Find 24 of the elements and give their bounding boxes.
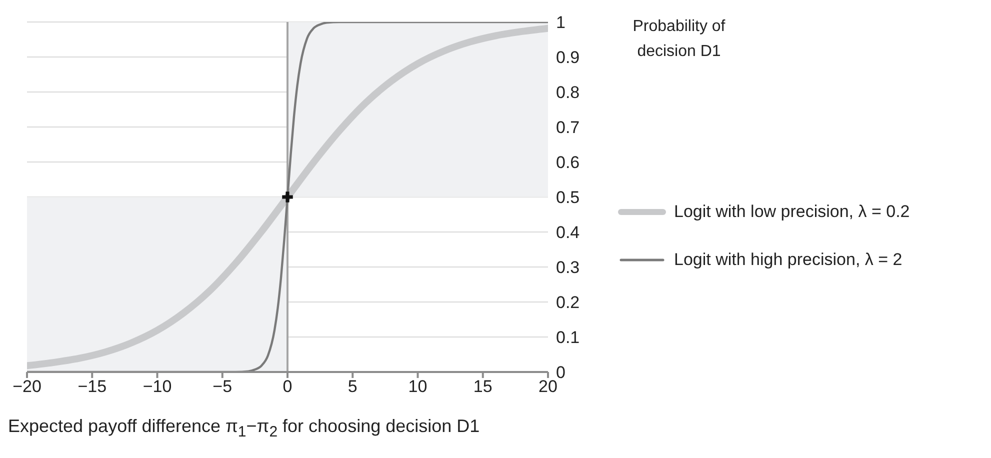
y-tick-label: 0.1 bbox=[556, 328, 580, 348]
y-tick-label: 0.8 bbox=[556, 83, 580, 102]
x-tick-label: −10 bbox=[142, 377, 172, 396]
y-tick-label: 0.3 bbox=[556, 258, 580, 278]
x-tick-label: −20 bbox=[12, 377, 42, 396]
x-tick-label: −15 bbox=[78, 377, 107, 396]
y-tick-label: 0.5 bbox=[556, 188, 580, 208]
y-tick-label: 0 bbox=[556, 363, 566, 382]
y-tick-label: 0.7 bbox=[556, 118, 580, 138]
y-tick-label: 0.6 bbox=[556, 153, 580, 172]
y-tick-label: 0.2 bbox=[556, 293, 580, 312]
legend-label: Logit with high precision, λ = 2 bbox=[674, 250, 902, 270]
y-axis-title: Probability of decision D1 bbox=[632, 17, 726, 62]
y-tick-label: 1 bbox=[556, 13, 566, 32]
y-tick-label: 0.9 bbox=[556, 48, 580, 68]
x-tick-label: 20 bbox=[538, 377, 558, 396]
x-axis-title: Expected payoff difference π$_{1}$−π$_{2}$ for choosing decision D1 bbox=[8, 416, 480, 441]
x-tick-label: 0 bbox=[282, 377, 292, 396]
legend-label: Logit with low precision, λ = 0.2 bbox=[674, 202, 910, 222]
y-tick-label: 0.4 bbox=[556, 223, 580, 242]
x-tick-label: −5 bbox=[212, 377, 232, 396]
x-tick-label: 15 bbox=[473, 377, 492, 396]
x-tick-label: 10 bbox=[408, 377, 428, 396]
x-tick-label: 5 bbox=[348, 377, 358, 396]
